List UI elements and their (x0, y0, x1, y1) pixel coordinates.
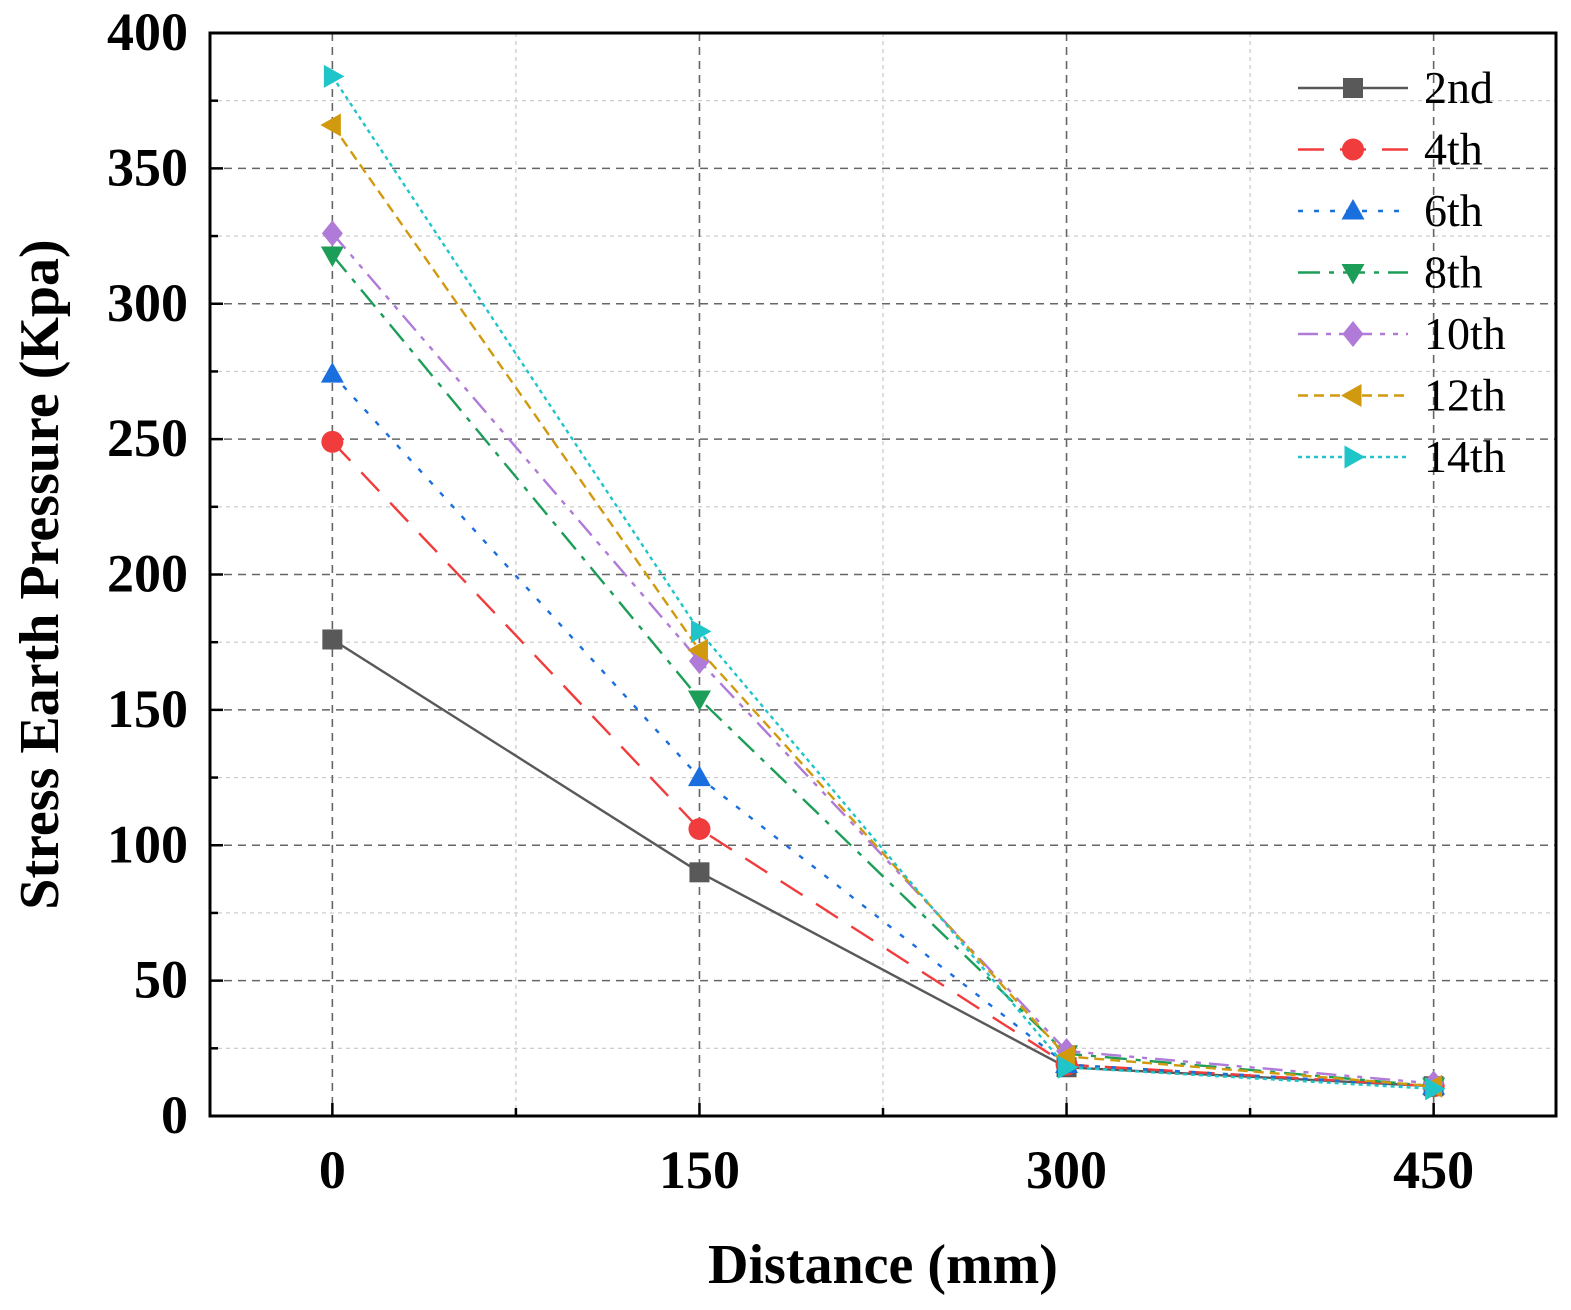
series-line-14th (331, 75, 1434, 1091)
data-point-6th (687, 765, 711, 787)
legend-item-8th: 8th (1298, 247, 1483, 298)
series-line-4th (331, 440, 1434, 1088)
series-line-10th (331, 232, 1434, 1085)
legend-marker-2nd (1343, 78, 1363, 98)
series-layer (320, 64, 1446, 1101)
y-tick-label: 50 (134, 950, 188, 1010)
data-point-6th (320, 362, 344, 383)
legend-item-2nd: 2nd (1298, 62, 1493, 113)
data-point-2nd (689, 862, 710, 883)
series-line-8th (331, 254, 1434, 1088)
legend-marker-8th (1341, 264, 1365, 285)
data-point-12th (320, 113, 341, 137)
data-point-14th (1058, 1055, 1079, 1079)
data-point-10th (321, 220, 343, 247)
x-tick-label: 150 (659, 1140, 740, 1200)
series-line-6th (331, 373, 1434, 1088)
legend-label-10th: 10th (1424, 308, 1506, 359)
y-tick-label: 400 (107, 2, 188, 62)
series-line-12th (331, 124, 1434, 1088)
data-point-12th (1054, 1044, 1076, 1068)
y-tick-label: 250 (107, 408, 188, 468)
legend-marker-10th (1342, 321, 1364, 347)
legend-label-12th: 12th (1424, 370, 1506, 421)
series-14th (323, 64, 1446, 1101)
data-point-12th (687, 638, 708, 662)
legend-marker-14th (1344, 445, 1365, 469)
data-point-14th (323, 64, 345, 88)
legend-label-6th: 6th (1424, 185, 1483, 236)
y-tick-label: 150 (107, 679, 188, 739)
legend-label-14th: 14th (1424, 431, 1506, 482)
series-line-2nd (331, 638, 1434, 1088)
y-tick-label: 350 (107, 137, 188, 197)
y-tick-label: 0 (161, 1085, 188, 1145)
x-tick-label: 450 (1393, 1140, 1474, 1200)
legend-label-2nd: 2nd (1424, 62, 1493, 113)
axes: 0 50 100 150 200 250 300 350 400 0 150 300 450 (107, 2, 1474, 1200)
legend-marker-12th (1341, 384, 1362, 407)
data-point-8th (320, 246, 344, 268)
legend-item-4th: 4th (1298, 124, 1483, 175)
y-tick-label: 100 (107, 814, 188, 874)
series-6th (320, 362, 1446, 1095)
legend-item-14th: 14th (1298, 431, 1506, 482)
y-tick-label: 300 (107, 273, 188, 333)
legend-marker-4th (1342, 138, 1364, 161)
data-point-14th (690, 619, 712, 643)
grid-lines (210, 33, 1556, 1116)
x-tick-label: 0 (319, 1140, 346, 1200)
y-tick-label: 200 (107, 544, 188, 604)
legend: 2nd 4th 6th 8th 10th 12th 14th (1298, 62, 1506, 482)
x-axis-title: Distance (mm) (708, 1234, 1058, 1296)
legend-label-4th: 4th (1424, 124, 1483, 175)
legend-item-6th: 6th (1298, 185, 1483, 236)
legend-item-10th: 10th (1298, 308, 1506, 359)
data-point-8th (687, 690, 711, 712)
legend-item-12th: 12th (1298, 370, 1506, 421)
legend-marker-6th (1341, 199, 1365, 220)
y-axis-title: Stress Earth Pressure (Kpa) (9, 239, 71, 909)
x-tick-label: 300 (1026, 1140, 1107, 1200)
data-point-14th (1425, 1077, 1446, 1101)
data-point-4th (688, 818, 711, 841)
legend-label-8th: 8th (1424, 247, 1483, 298)
data-point-2nd (322, 629, 343, 650)
data-point-4th (321, 430, 344, 453)
